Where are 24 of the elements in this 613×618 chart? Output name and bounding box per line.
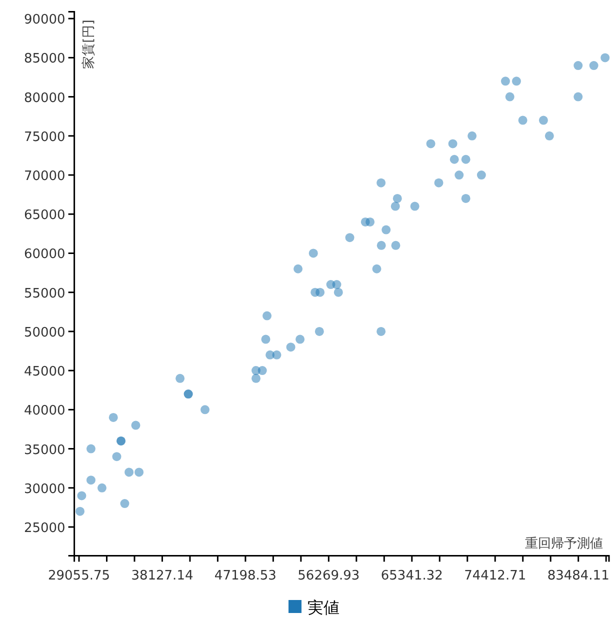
x-axis-title: 重回帰予測値	[525, 536, 603, 552]
y-tick-label: 90000	[24, 12, 66, 28]
y-tick-label: 75000	[24, 130, 66, 145]
x-tick-label: 29055.75	[48, 568, 110, 584]
y-tick-label: 45000	[24, 364, 66, 380]
legend-label: 実値	[308, 598, 340, 617]
y-tick-label: 85000	[24, 52, 66, 67]
y-tick-label: 35000	[24, 442, 66, 458]
x-tick-label: 65341.32	[380, 568, 443, 584]
x-tick-label: 83484.11	[547, 568, 610, 584]
y-tick-label: 25000	[24, 520, 66, 536]
y-tick-label: 30000	[24, 482, 66, 497]
x-tick-label: 47198.53	[214, 568, 276, 584]
y-axis-title: 家賃[円]	[80, 20, 96, 69]
y-tick-label: 50000	[24, 325, 66, 340]
y-tick-label: 80000	[24, 90, 66, 106]
x-tick-label: 38127.14	[131, 568, 194, 584]
y-tick-label: 40000	[24, 404, 66, 419]
x-tick-label: 74412.71	[464, 568, 526, 584]
y-tick-label: 70000	[24, 169, 66, 184]
x-tick-label: 56269.93	[298, 568, 360, 584]
y-tick-label: 65000	[24, 208, 66, 224]
y-tick-label: 55000	[24, 286, 66, 302]
y-tick-label: 60000	[24, 247, 66, 262]
